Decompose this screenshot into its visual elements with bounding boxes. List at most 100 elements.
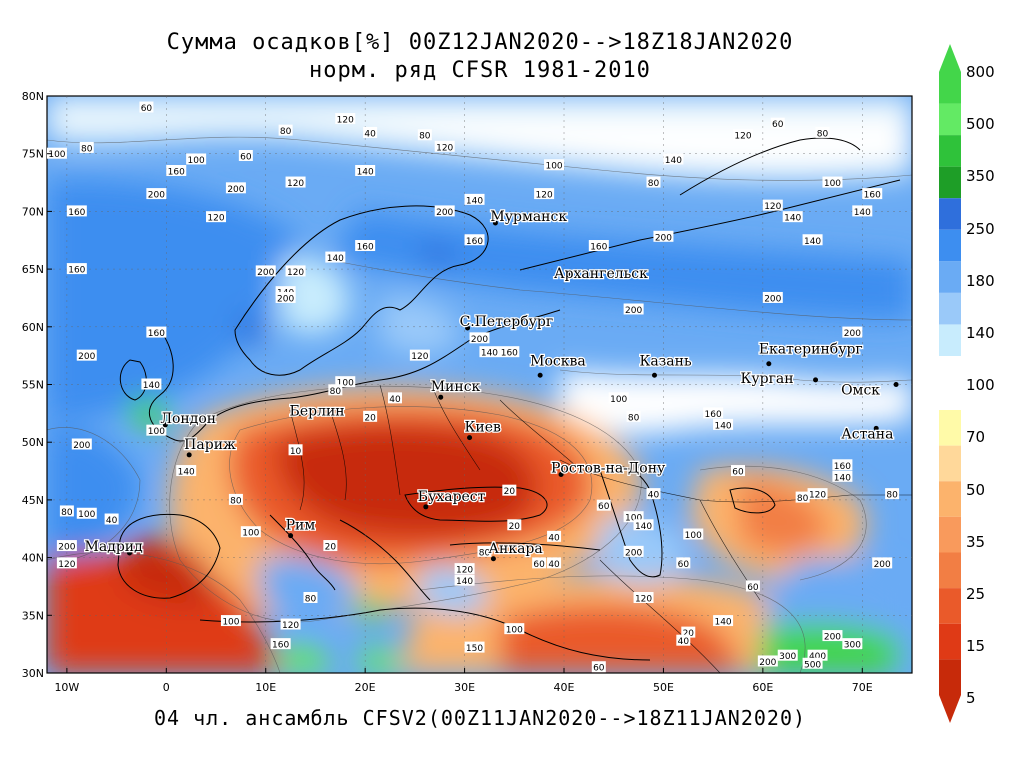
- contour-label: 120: [534, 188, 555, 201]
- contour-label: 60: [238, 150, 253, 163]
- contour-label: 140: [832, 470, 853, 483]
- contour-label: 20: [681, 626, 696, 639]
- svg-text:140: 140: [635, 522, 652, 532]
- contour-label: 200: [623, 545, 644, 558]
- city-marker: Мурманск: [489, 208, 568, 227]
- contour-label: 80: [815, 126, 830, 139]
- contour-label: 120: [285, 265, 306, 278]
- svg-text:60: 60: [533, 560, 545, 570]
- contour-label: 160: [166, 165, 187, 178]
- city-dot: [186, 452, 192, 458]
- city-label: Берлин: [290, 403, 345, 419]
- contour-label: 200: [56, 540, 77, 553]
- contour-label: 160: [862, 188, 883, 201]
- city-dot: [467, 435, 473, 441]
- svg-text:200: 200: [78, 352, 95, 362]
- ensemble-caption: 04 чл. ансамбль CFSV2(00Z11JAN2020-->18Z…: [153, 706, 807, 730]
- svg-text:100: 100: [545, 162, 562, 172]
- svg-text:140: 140: [466, 196, 483, 206]
- contour-label: 60: [591, 661, 606, 674]
- svg-text:80: 80: [81, 144, 93, 154]
- contour-label: 10: [288, 444, 303, 457]
- balkans-outline: [339, 519, 431, 601]
- contour-label: 160: [355, 240, 376, 253]
- city-marker: Астана: [840, 425, 895, 444]
- contour-label: 40: [646, 488, 661, 501]
- svg-text:120: 120: [337, 116, 354, 126]
- contour-label: 60: [745, 580, 760, 593]
- lon-tick-label: 10E: [255, 681, 276, 694]
- svg-text:200: 200: [471, 335, 488, 345]
- city-dot: [537, 372, 543, 378]
- city-marker: Рим: [284, 516, 317, 539]
- contour-label: 140: [852, 205, 873, 218]
- contour-label: 140: [663, 153, 684, 166]
- contour-label: 300: [777, 649, 798, 662]
- svg-text:120: 120: [456, 566, 473, 576]
- contour-label: 200: [623, 303, 644, 316]
- lon-tick-label: 10W: [54, 681, 79, 694]
- city-dot: [813, 377, 819, 383]
- svg-text:60: 60: [732, 468, 744, 478]
- contour-label: 200: [762, 291, 783, 304]
- svg-text:120: 120: [287, 179, 304, 189]
- svg-text:120: 120: [764, 202, 781, 212]
- contour-label: 140: [141, 378, 162, 391]
- city-label: Ростов-на-Дону: [551, 461, 666, 477]
- city-dot: [127, 550, 133, 556]
- contour-label: 20: [363, 410, 378, 423]
- svg-text:160: 160: [272, 641, 289, 651]
- city-dot: [566, 272, 572, 278]
- svg-text:80: 80: [479, 548, 491, 558]
- colorbar-swatch: [939, 229, 961, 262]
- lat-tick-label: 75N: [22, 148, 44, 161]
- arctic-coast-russia: [519, 179, 901, 271]
- svg-text:200: 200: [764, 294, 781, 304]
- svg-text:160: 160: [501, 349, 518, 359]
- city-label: Мадрид: [85, 539, 144, 555]
- contour-label: 80: [303, 591, 318, 604]
- contour-label: 160: [499, 346, 520, 359]
- contour-label: 120: [206, 211, 227, 224]
- contour-label: 40: [547, 557, 562, 570]
- contour-label: 20: [507, 519, 522, 532]
- svg-text:120: 120: [207, 214, 224, 224]
- contour-label: 80: [646, 176, 661, 189]
- svg-text:200: 200: [625, 548, 642, 558]
- svg-text:100: 100: [148, 427, 165, 437]
- lon-tick-label: 0: [163, 681, 170, 694]
- contour-label: 80: [885, 488, 900, 501]
- contour-label: 140: [713, 418, 734, 431]
- north-europe-coast: [209, 309, 561, 421]
- svg-text:200: 200: [655, 233, 672, 243]
- contour-label: 100: [220, 615, 241, 628]
- colorbar-label: 5: [966, 689, 976, 707]
- contour-label: 160: [146, 326, 167, 339]
- italy-outline: [269, 514, 336, 591]
- city-label: Рим: [286, 518, 316, 534]
- svg-text:120: 120: [287, 268, 304, 278]
- city-marker: Лондон: [159, 410, 217, 429]
- svg-text:140: 140: [327, 254, 344, 264]
- svg-text:200: 200: [227, 185, 244, 195]
- lon-tick-label: 60E: [752, 681, 773, 694]
- city-marker: Казань: [638, 352, 693, 378]
- contour-label: 100: [186, 153, 207, 166]
- city-label: Париж: [184, 437, 236, 453]
- svg-text:20: 20: [504, 487, 516, 497]
- svg-text:160: 160: [864, 191, 881, 201]
- contour-label: 120: [434, 140, 455, 153]
- contour-label: 120: [807, 488, 828, 501]
- svg-text:500: 500: [804, 660, 821, 670]
- contour-label: 80: [795, 491, 810, 504]
- city-label: Архангельск: [554, 266, 648, 282]
- colorbar-swatch: [939, 623, 961, 660]
- city-marker: Омск: [840, 381, 899, 400]
- svg-text:100: 100: [824, 179, 841, 189]
- contour-label: 200: [653, 230, 674, 243]
- svg-text:80: 80: [305, 594, 317, 604]
- svg-text:80: 80: [330, 387, 342, 397]
- colorbar-swatch: [939, 166, 961, 199]
- svg-text:120: 120: [536, 191, 553, 201]
